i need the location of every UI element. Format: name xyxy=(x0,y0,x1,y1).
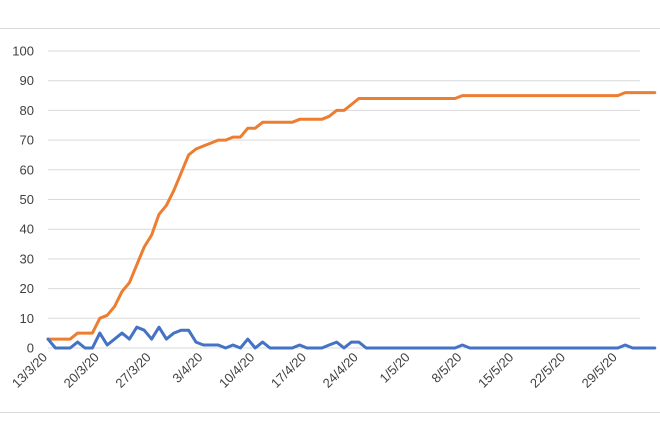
x-tick-label: 13/3/20 xyxy=(9,350,50,391)
x-tick-label: 3/4/20 xyxy=(169,350,205,386)
x-tick-label: 10/4/20 xyxy=(216,350,257,391)
x-axis-ticks: 13/3/20 20/3/20 27/3/20 3/4/20 10/4/20 17/4/2… xyxy=(9,350,620,391)
y-tick-label: 30 xyxy=(20,251,34,266)
series-line-2 xyxy=(46,325,657,350)
line-chart: 0 10 20 30 40 50 60 70 80 90 100 13/3/20 20/3/20 27/… xyxy=(9,44,657,391)
y-tick-label: 20 xyxy=(20,281,34,296)
y-tick-label: 70 xyxy=(20,133,34,148)
y-axis-ticks: 0 10 20 30 40 50 60 70 80 90 100 xyxy=(12,44,34,356)
x-tick-label: 17/4/20 xyxy=(268,350,309,391)
x-tick-label: 24/4/20 xyxy=(320,350,361,391)
chart-area: 0 10 20 30 40 50 60 70 80 90 100 13/3/20 20/3/20 27/… xyxy=(0,28,660,413)
y-tick-label: 60 xyxy=(20,162,34,177)
x-tick-label: 20/3/20 xyxy=(61,350,102,391)
series-line-1 xyxy=(46,91,657,341)
x-tick-label: 29/5/20 xyxy=(579,350,620,391)
y-tick-label: 80 xyxy=(20,103,34,118)
series-lines xyxy=(46,91,657,350)
y-tick-label: 40 xyxy=(20,222,34,237)
y-tick-label: 50 xyxy=(20,192,34,207)
x-tick-label: 27/3/20 xyxy=(112,350,153,391)
y-tick-label: 100 xyxy=(12,44,34,59)
x-tick-label: 1/5/20 xyxy=(377,350,413,386)
y-tick-label: 90 xyxy=(20,73,34,88)
x-tick-label: 8/5/20 xyxy=(428,350,464,386)
x-tick-label: 22/5/20 xyxy=(527,350,568,391)
x-tick-label: 15/5/20 xyxy=(475,350,516,391)
y-tick-label: 10 xyxy=(20,311,34,326)
y-tick-label: 0 xyxy=(27,341,34,356)
